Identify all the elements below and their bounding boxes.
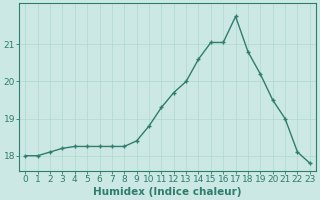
X-axis label: Humidex (Indice chaleur): Humidex (Indice chaleur) [93, 187, 242, 197]
